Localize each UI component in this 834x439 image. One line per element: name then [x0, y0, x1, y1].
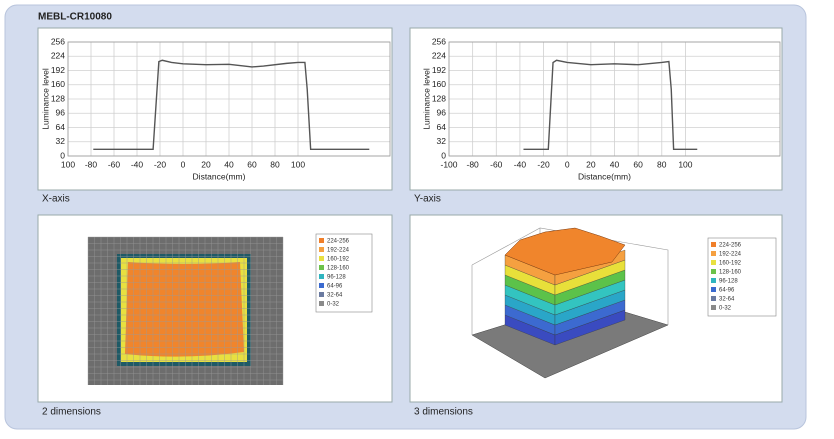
legend-label: 32-64 [719, 297, 735, 303]
surface-image: 224-256 192-224 160-192 128-160 96-128 64-96 3… [471, 227, 777, 379]
x-tick-label: 20 [201, 159, 211, 169]
y-tick-label: 224 [432, 51, 446, 61]
x-tick-label: -40 [514, 159, 527, 169]
x-tick-label: -80 [466, 159, 479, 169]
x-tick-label: 0 [565, 159, 570, 169]
y-tick-label: 96 [437, 108, 447, 118]
x-tick-label: 0 [181, 159, 186, 169]
legend-swatch [711, 287, 716, 292]
y-tick-label: 256 [432, 36, 446, 46]
y-tick-label: 32 [56, 136, 66, 146]
legend-label: 224-256 [719, 243, 742, 249]
y-tick-label: 128 [51, 93, 65, 103]
caption: Y-axis [414, 194, 441, 205]
legend-swatch [711, 296, 716, 301]
chart-box [37, 27, 393, 191]
page-title: MEBL-CR10080 [38, 12, 112, 23]
legend-swatch [711, 269, 716, 274]
x-tick-label: 60 [633, 159, 643, 169]
legend-swatch [711, 260, 716, 265]
legend-swatch [319, 292, 324, 297]
legend-label: 0-32 [719, 306, 732, 312]
x-tick-label: -20 [154, 159, 167, 169]
x-tick-label: -100 [440, 159, 457, 169]
legend-swatch [319, 256, 324, 261]
x-tick-label: 100 [61, 159, 75, 169]
x-tick-label: -60 [108, 159, 121, 169]
y-tick-label: 192 [51, 65, 65, 75]
caption: 2 dimensions [42, 407, 101, 418]
y-tick-label: 128 [432, 93, 446, 103]
legend-swatch [711, 242, 716, 247]
x-tick-label: -20 [537, 159, 550, 169]
legend-label: 96-128 [327, 275, 346, 281]
legend-label: 64-96 [719, 288, 735, 294]
legend-swatch [319, 265, 324, 270]
heatmap-image: 224-256 192-224 160-192 128-160 96-128 64-96 3… [87, 233, 373, 385]
x-tick-label: -80 [85, 159, 98, 169]
y-tick-label: 64 [437, 122, 447, 132]
legend-label: 192-224 [719, 252, 742, 258]
y-tick-label: 64 [56, 122, 66, 132]
legend-label: 64-96 [327, 284, 343, 290]
legend-label: 0-32 [327, 302, 340, 308]
y-tick-label: 192 [432, 65, 446, 75]
legend-swatch [319, 238, 324, 243]
y-tick-label: 160 [432, 79, 446, 89]
legend-swatch [319, 283, 324, 288]
legend-label: 224-256 [327, 239, 350, 245]
legend-label: 192-224 [327, 248, 350, 254]
x-tick-label: 40 [610, 159, 620, 169]
legend-swatch [711, 305, 716, 310]
line [523, 59, 698, 151]
legend-box [707, 237, 777, 317]
x-axis-label: Distance(mm) [578, 171, 631, 181]
x-tick-label: 80 [657, 159, 667, 169]
legend-label: 160-192 [719, 261, 742, 267]
x-tick-label: 100 [678, 159, 692, 169]
legend-label: 32-64 [327, 293, 343, 299]
x-tick-label: -60 [490, 159, 503, 169]
legend-swatch [711, 278, 716, 283]
caption: 3 dimensions [414, 407, 473, 418]
plot-frame [67, 41, 391, 157]
y-tick-label: 32 [437, 136, 447, 146]
x-tick-label: 40 [224, 159, 234, 169]
legend-box [315, 233, 373, 313]
legend-label: 96-128 [719, 279, 738, 285]
plot-frame [448, 41, 781, 157]
legend-swatch [319, 274, 324, 279]
x-axis-label: Distance(mm) [193, 171, 246, 181]
legend-swatch [319, 301, 324, 306]
y-tick-label: 160 [51, 79, 65, 89]
legend-swatch [711, 251, 716, 256]
legend-swatch [319, 247, 324, 252]
y-tick-label: 256 [51, 36, 65, 46]
heatmap-core [125, 262, 244, 357]
x-tick-label: -40 [131, 159, 144, 169]
y-tick-label: 96 [56, 108, 66, 118]
legend-label: 160-192 [327, 257, 350, 263]
chart-box [409, 27, 783, 191]
legend-label: 128-160 [719, 270, 742, 276]
legend-label: 128-160 [327, 266, 350, 272]
x-tick-label: 100 [291, 159, 305, 169]
y-axis-label: Luminance level [40, 68, 50, 130]
x-tick-label: 60 [247, 159, 257, 169]
y-axis-label: Luminance level [421, 68, 431, 130]
x-tick-label: 20 [586, 159, 596, 169]
y-tick-label: 0 [60, 150, 65, 160]
line [93, 59, 370, 151]
x-tick-label: 80 [270, 159, 280, 169]
y-tick-label: 0 [441, 150, 446, 160]
caption: X-axis [42, 194, 70, 205]
surface-top [504, 227, 626, 276]
y-tick-label: 224 [51, 51, 65, 61]
